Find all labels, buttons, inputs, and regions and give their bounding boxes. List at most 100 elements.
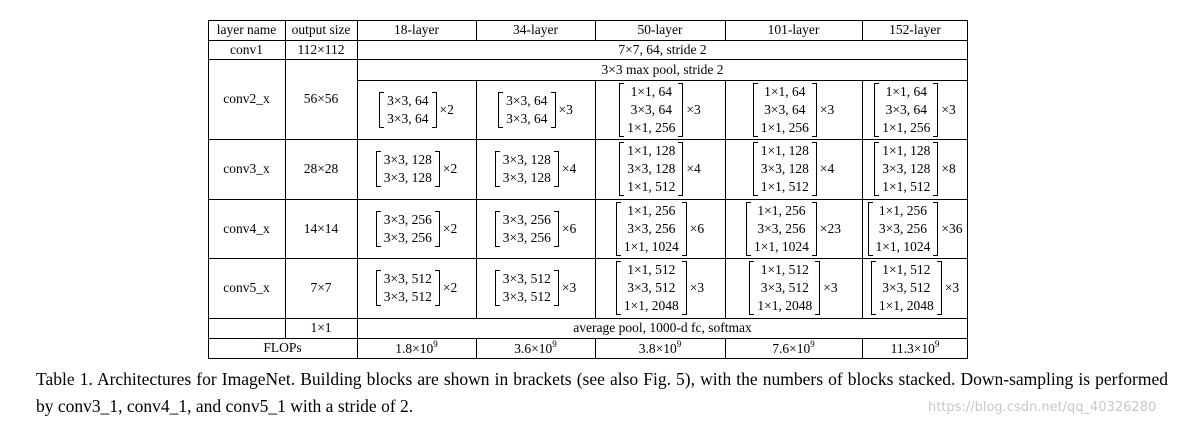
layer-name: conv1 xyxy=(230,41,263,57)
block-line: 3×3, 512 xyxy=(502,271,551,286)
flops-base: 7.6×10 xyxy=(772,341,811,356)
block-times: ×2 xyxy=(442,280,458,295)
block: 1×1, 256 3×3, 256 1×1, 1024 ×23 xyxy=(746,201,841,256)
block-line: 1×1, 1024 xyxy=(754,238,809,254)
flops-label: FLOPs xyxy=(263,340,302,355)
flops-base: 1.8×10 xyxy=(395,341,434,356)
block-line: 3×3, 256 xyxy=(627,220,676,236)
flops-exp: 9 xyxy=(552,339,557,349)
block-line: 3×3, 128 xyxy=(383,152,432,167)
block-line: 1×1, 64 xyxy=(764,83,806,99)
block-line: 1×1, 512 xyxy=(882,179,931,194)
name-cell: conv2_x xyxy=(208,59,285,139)
output-size: 56×56 xyxy=(303,91,339,106)
block-line: 1×1, 2048 xyxy=(623,298,679,313)
block-line: 1×1, 512 xyxy=(882,262,931,277)
block-line: 3×3, 256 xyxy=(757,220,806,236)
block-line: 3×3, 128 xyxy=(502,170,551,185)
header-cell: output size xyxy=(291,22,351,37)
header-cell: 152-layer xyxy=(889,22,941,37)
block-times: ×2 xyxy=(439,101,454,117)
block-line: 3×3, 512 xyxy=(760,280,809,295)
block-line: 3×3, 128 xyxy=(383,170,432,185)
header: output size xyxy=(285,20,357,40)
block: 3×3, 256 3×3, 256 ×6 xyxy=(494,210,576,247)
block-cell: 3×3, 64 3×3, 64 ×2 xyxy=(357,80,476,139)
block-line: 3×3, 512 xyxy=(383,289,432,304)
bracket: 1×1, 64 3×3, 64 1×1, 256 xyxy=(619,82,684,137)
flops-cell: FLOPs xyxy=(208,338,357,358)
flops-cell: 3.6×109 xyxy=(476,338,595,358)
block: 1×1, 128 3×3, 128 1×1, 512 ×4 xyxy=(752,142,835,196)
block-cell: 3×3, 512 3×3, 512 ×3 xyxy=(476,258,595,318)
name-cell: conv5_x xyxy=(208,258,285,318)
block-line: 3×3, 512 xyxy=(882,280,931,295)
span-cell: 3×3 max pool, stride 2 xyxy=(357,59,968,80)
block-line: 1×1, 512 xyxy=(627,179,676,194)
block: 3×3, 512 3×3, 512 ×3 xyxy=(494,270,577,306)
block: 3×3, 256 3×3, 256 ×2 xyxy=(375,210,458,247)
bracket: 3×3, 128 3×3, 128 xyxy=(375,151,440,187)
layer-name: conv4_x xyxy=(223,220,270,236)
block-line: 3×3, 64 xyxy=(387,92,429,108)
block-line: 3×3, 128 xyxy=(627,161,676,176)
block-cell: 1×1, 512 3×3, 512 1×1, 2048 ×3 xyxy=(595,258,725,318)
output-size: 7×7 xyxy=(310,280,332,295)
block-cell: 1×1, 256 3×3, 256 1×1, 1024 ×23 xyxy=(725,199,862,258)
block: 1×1, 256 3×3, 256 1×1, 1024 ×36 xyxy=(867,201,963,256)
header-cell: 50-layer xyxy=(637,22,683,37)
header: layer name xyxy=(208,20,285,40)
block-line: 3×3, 64 xyxy=(630,101,672,117)
span-text: 7×7, 64, stride 2 xyxy=(618,41,707,57)
block-line: 3×3, 512 xyxy=(627,280,676,295)
bracket: 3×3, 512 3×3, 512 xyxy=(494,270,559,306)
block-line: 1×1, 256 xyxy=(627,119,676,135)
flops-value: 3.8×109 xyxy=(639,339,682,357)
bracket: 1×1, 256 3×3, 256 1×1, 1024 xyxy=(867,201,939,256)
block-line: 1×1, 1024 xyxy=(875,238,931,254)
block-line: 1×1, 256 xyxy=(627,202,676,218)
block-times: ×4 xyxy=(561,161,577,176)
block-times: ×3 xyxy=(941,101,956,117)
bracket: 3×3, 64 3×3, 64 xyxy=(498,91,556,128)
block-line: 3×3, 64 xyxy=(885,101,927,117)
output-cell: 7×7 xyxy=(285,258,357,318)
block-cell: 1×1, 64 3×3, 64 1×1, 256 ×3 xyxy=(725,80,862,139)
output-cell: 28×28 xyxy=(285,139,357,199)
block-times: ×4 xyxy=(819,161,835,176)
bracket: 1×1, 128 3×3, 128 1×1, 512 xyxy=(752,142,817,196)
block-cell: 3×3, 64 3×3, 64 ×3 xyxy=(476,80,595,139)
block-cell: 3×3, 128 3×3, 128 ×2 xyxy=(357,139,476,199)
block-line: 1×1, 512 xyxy=(627,262,676,277)
header: 152-layer xyxy=(862,20,968,40)
block-line: 1×1, 128 xyxy=(882,143,931,158)
flops-value: 1.8×109 xyxy=(395,339,438,357)
layer-name: conv3_x xyxy=(223,161,270,176)
bracket: 3×3, 64 3×3, 64 xyxy=(379,91,437,128)
block-times: ×8 xyxy=(941,161,956,176)
bracket: 1×1, 64 3×3, 64 1×1, 256 xyxy=(874,82,939,137)
block-times: ×4 xyxy=(686,161,701,176)
bracket: 1×1, 512 3×3, 512 1×1, 2048 xyxy=(615,261,687,315)
flops-cell: 7.6×109 xyxy=(725,338,862,358)
block-cell: 1×1, 64 3×3, 64 1×1, 256 ×3 xyxy=(862,80,968,139)
block-times: ×2 xyxy=(442,220,458,236)
block-cell: 1×1, 256 3×3, 256 1×1, 1024 ×36 xyxy=(862,199,968,258)
output-size: 1×1 xyxy=(310,320,332,335)
block-cell: 1×1, 128 3×3, 128 1×1, 512 ×8 xyxy=(862,139,968,199)
block-times: ×3 xyxy=(686,101,701,117)
flops-value: 3.6×109 xyxy=(514,339,557,357)
block: 1×1, 128 3×3, 128 1×1, 512 ×8 xyxy=(874,142,956,196)
flops-exp: 9 xyxy=(676,339,682,349)
block-line: 3×3, 64 xyxy=(506,92,548,108)
block-line: 3×3, 256 xyxy=(502,229,551,245)
block-times: ×3 xyxy=(689,280,705,295)
block-cell: 3×3, 256 3×3, 256 ×6 xyxy=(476,199,595,258)
block-times: ×3 xyxy=(561,280,577,295)
output-cell: 56×56 xyxy=(285,59,357,139)
block-line: 3×3, 256 xyxy=(878,220,927,236)
block: 1×1, 512 3×3, 512 1×1, 2048 ×3 xyxy=(870,261,959,315)
flops-cell: 1.8×109 xyxy=(357,338,476,358)
block-line: 3×3, 256 xyxy=(383,211,432,227)
